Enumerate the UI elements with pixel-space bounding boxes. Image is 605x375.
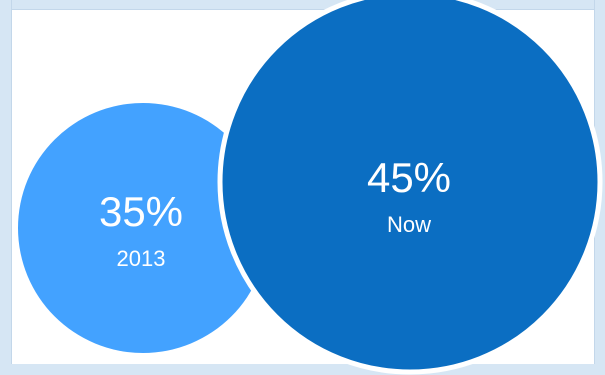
bubble-2013 xyxy=(18,103,268,353)
bubble-category-label: 2013 xyxy=(117,246,166,271)
bubble-category-label: Now xyxy=(387,212,431,237)
bubble-value-label: 35% xyxy=(99,188,183,235)
frame-left xyxy=(0,0,12,375)
frame-top xyxy=(0,0,605,10)
bubble-now xyxy=(217,0,603,375)
frame-bottom xyxy=(0,364,605,375)
bubble-value-label: 45% xyxy=(367,154,451,201)
